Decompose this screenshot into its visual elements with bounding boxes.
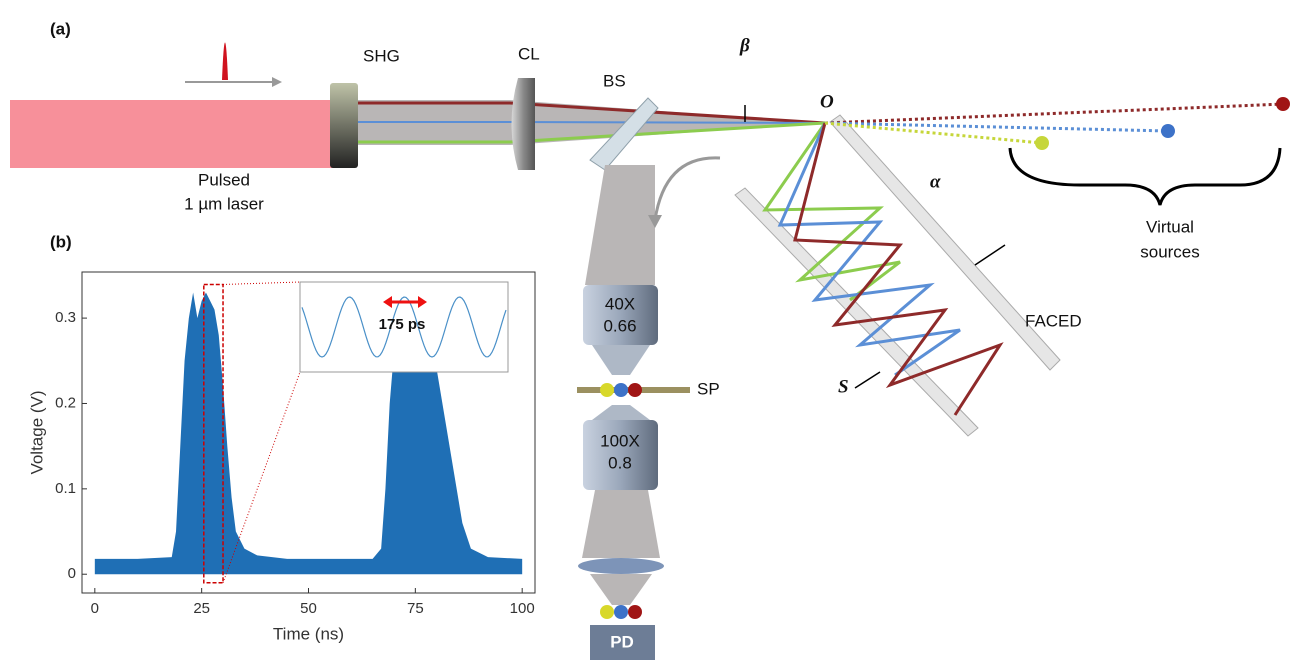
label: 100X xyxy=(600,431,640,450)
pulse-icon xyxy=(222,43,228,81)
x-tick-label: 50 xyxy=(300,600,317,617)
objective-tip xyxy=(592,345,650,375)
beam xyxy=(582,490,660,558)
shg-crystal xyxy=(330,83,358,168)
virtual-ray xyxy=(825,104,1283,123)
annotation: 175 ps xyxy=(379,316,426,333)
down-beam xyxy=(585,165,655,285)
y-tick-label: 0.3 xyxy=(55,309,76,326)
bead xyxy=(600,383,614,397)
bead xyxy=(600,605,614,619)
bead xyxy=(614,605,628,619)
figure: (a) SHG CL BS β O Pulsed 1 µm laser α Vi… xyxy=(0,0,1294,663)
panel-label: (a) xyxy=(50,19,71,38)
arrowhead xyxy=(272,77,282,87)
label: Pulsed xyxy=(198,170,250,189)
x-tick-label: 25 xyxy=(193,600,210,617)
zoom-line xyxy=(223,372,300,583)
label: CL xyxy=(518,44,540,63)
label: 40X xyxy=(605,294,635,313)
bead xyxy=(628,605,642,619)
label: SP xyxy=(697,379,720,398)
label: FACED xyxy=(1025,311,1082,330)
zoom-line xyxy=(223,282,300,284)
blue-ray xyxy=(358,122,825,123)
label: Virtual xyxy=(1146,217,1194,236)
label: sources xyxy=(1140,242,1200,261)
panel-label: (b) xyxy=(50,232,72,251)
arrow xyxy=(975,245,1005,265)
label: 1 µm laser xyxy=(184,194,264,213)
label: β xyxy=(739,35,750,56)
laser-beam xyxy=(10,100,335,168)
label: PD xyxy=(610,632,634,651)
y-tick-label: 0.2 xyxy=(55,394,76,411)
y-axis-label: Voltage (V) xyxy=(27,390,46,474)
y-tick-label: 0 xyxy=(68,565,76,582)
cylindrical-lens xyxy=(512,78,536,170)
beam xyxy=(590,574,652,605)
x-tick-label: 100 xyxy=(510,600,535,617)
mirror-s xyxy=(735,188,978,436)
lens xyxy=(578,558,664,574)
label: O xyxy=(820,91,834,112)
brace xyxy=(1010,148,1280,205)
x-axis-label: Time (ns) xyxy=(273,624,344,643)
bead xyxy=(614,383,628,397)
label: 0.66 xyxy=(603,316,636,335)
y-tick-label: 0.1 xyxy=(55,480,76,497)
x-tick-label: 75 xyxy=(407,600,424,617)
curved-arrow xyxy=(655,158,720,220)
label: 0.8 xyxy=(608,453,632,472)
bead xyxy=(628,383,642,397)
objective-tip xyxy=(592,405,650,420)
s-arrow xyxy=(855,372,880,388)
x-tick-label: 0 xyxy=(91,600,99,617)
virtual-ray xyxy=(825,123,1168,131)
virtual-source xyxy=(1161,124,1175,138)
virtual-source xyxy=(1035,136,1049,150)
label: BS xyxy=(603,71,626,90)
label: α xyxy=(930,171,941,192)
label: SHG xyxy=(363,46,400,65)
panel-b-chart: 175 ps 0 25 50 75 100 0 0.1 0.2 0.3 Time (ns) Volta… xyxy=(27,272,535,643)
label: S xyxy=(838,376,849,397)
virtual-source xyxy=(1276,97,1290,111)
